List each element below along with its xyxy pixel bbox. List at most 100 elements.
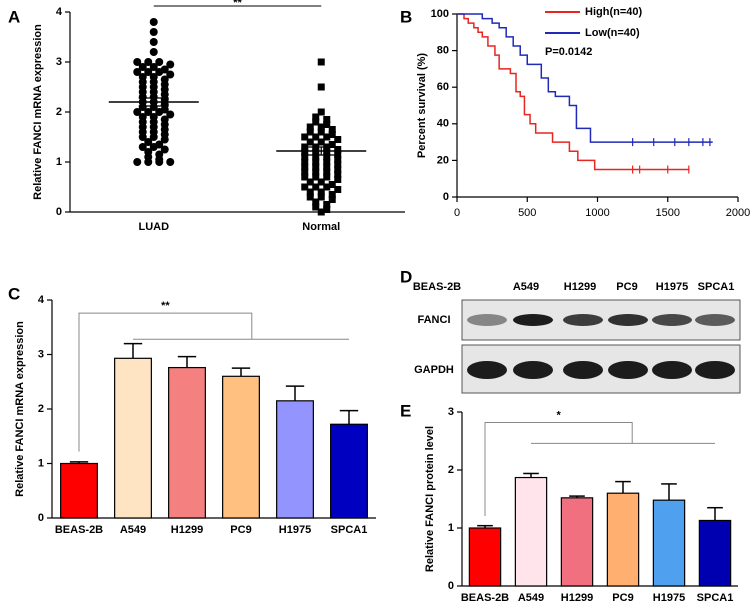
data-point bbox=[317, 83, 325, 91]
data-point bbox=[334, 156, 342, 163]
lane-label: SPCA1 bbox=[698, 281, 735, 293]
x-tick-label: BEAS-2B bbox=[55, 524, 103, 536]
data-point bbox=[323, 173, 331, 181]
bar bbox=[514, 476, 548, 587]
data-point bbox=[334, 171, 342, 178]
data-point bbox=[306, 123, 314, 131]
x-tick-label: 500 bbox=[518, 207, 536, 219]
blot-band bbox=[652, 361, 692, 379]
data-point bbox=[301, 148, 309, 156]
data-point bbox=[323, 121, 331, 128]
data-point bbox=[166, 158, 175, 166]
y-tick-label: 3 bbox=[38, 348, 44, 360]
data-point bbox=[312, 148, 320, 156]
data-point bbox=[133, 158, 142, 166]
x-tick-label: BEAS-2B bbox=[461, 592, 509, 603]
data-point bbox=[301, 173, 309, 181]
data-point bbox=[317, 138, 325, 146]
data-point bbox=[301, 143, 309, 151]
x-tick-label: H1975 bbox=[653, 592, 685, 603]
data-point bbox=[323, 206, 331, 213]
data-point bbox=[166, 70, 175, 79]
blot-band bbox=[513, 314, 553, 326]
data-point bbox=[155, 68, 164, 76]
data-point bbox=[144, 68, 153, 76]
data-point bbox=[166, 60, 175, 69]
data-point bbox=[312, 118, 320, 126]
data-point bbox=[312, 203, 320, 211]
data-point bbox=[317, 193, 325, 201]
data-point bbox=[144, 58, 153, 66]
y-tick-label: 0 bbox=[448, 580, 454, 592]
data-point bbox=[160, 135, 169, 144]
x-tick-label: SPCA1 bbox=[697, 592, 734, 603]
significance: ** bbox=[161, 300, 170, 312]
data-point bbox=[301, 163, 309, 171]
data-point bbox=[323, 158, 331, 166]
data-point bbox=[312, 163, 320, 171]
data-point bbox=[323, 183, 331, 191]
data-point bbox=[334, 146, 342, 153]
y-axis-label: Percent survival (%) bbox=[416, 53, 428, 158]
lane-label: A549 bbox=[513, 281, 539, 293]
data-point bbox=[155, 108, 164, 116]
y-axis-label: Relative FANCI mRNA expression bbox=[14, 321, 26, 497]
y-tick-label: 4 bbox=[38, 294, 45, 306]
data-point bbox=[323, 116, 331, 123]
data-point bbox=[301, 183, 309, 191]
y-tick-label: 2 bbox=[448, 464, 454, 476]
blot-band bbox=[563, 361, 603, 379]
survival-curve bbox=[457, 13, 713, 143]
legend-label: Low(n=40) bbox=[585, 27, 640, 39]
data-point bbox=[317, 108, 325, 116]
data-point bbox=[328, 131, 336, 138]
x-tick-label: A549 bbox=[518, 592, 544, 603]
data-point bbox=[317, 178, 325, 186]
blot-band bbox=[467, 361, 507, 379]
blot-band bbox=[608, 361, 648, 379]
data-point bbox=[312, 113, 320, 121]
data-point bbox=[312, 158, 320, 166]
data-point bbox=[323, 168, 331, 176]
bar bbox=[652, 499, 686, 587]
y-tick-label: 2 bbox=[38, 403, 44, 415]
data-point bbox=[317, 123, 325, 131]
x-tick-label: A549 bbox=[120, 524, 146, 536]
y-tick-label: 3 bbox=[56, 56, 62, 68]
data-point bbox=[149, 63, 158, 71]
data-point bbox=[149, 18, 158, 26]
data-point bbox=[306, 128, 314, 136]
data-point bbox=[138, 143, 147, 151]
y-tick-label: 1 bbox=[38, 457, 44, 469]
blot-band bbox=[563, 314, 603, 326]
significance-bracket bbox=[78, 312, 253, 452]
data-point bbox=[334, 186, 342, 193]
y-tick-label: 40 bbox=[437, 118, 449, 130]
data-point bbox=[317, 58, 325, 66]
x-tick-label: 0 bbox=[454, 207, 460, 219]
y-tick-label: 60 bbox=[437, 81, 449, 93]
data-point bbox=[317, 128, 325, 136]
panel-letter: B bbox=[400, 7, 412, 26]
data-point bbox=[334, 176, 342, 183]
data-point bbox=[301, 168, 309, 176]
blot-band bbox=[608, 314, 648, 326]
panel-letter: E bbox=[400, 401, 411, 420]
data-point bbox=[328, 141, 336, 148]
data-point bbox=[312, 168, 320, 176]
data-point bbox=[328, 126, 336, 133]
bar bbox=[330, 423, 368, 519]
legend-label: High(n=40) bbox=[585, 6, 642, 18]
data-point bbox=[138, 103, 147, 111]
y-tick-label: 1 bbox=[448, 522, 454, 534]
data-point bbox=[312, 173, 320, 181]
bar bbox=[606, 492, 640, 587]
bar bbox=[468, 527, 502, 587]
y-tick-label: 80 bbox=[437, 45, 449, 57]
row-label: GAPDH bbox=[414, 364, 454, 376]
y-tick-label: 4 bbox=[56, 6, 63, 18]
data-point bbox=[334, 136, 342, 143]
data-point bbox=[155, 58, 164, 66]
bar bbox=[560, 497, 594, 587]
